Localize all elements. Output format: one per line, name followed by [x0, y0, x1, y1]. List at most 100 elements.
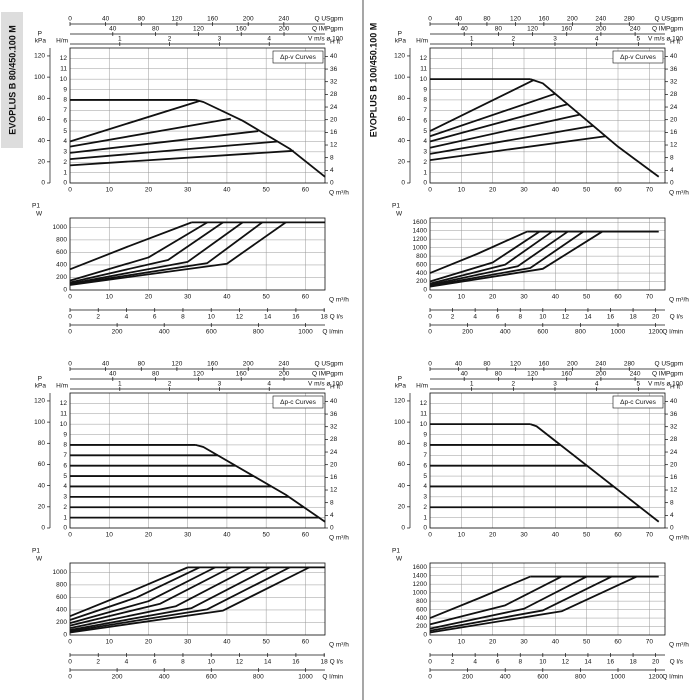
extra-tick-label: 3	[218, 36, 222, 43]
y-tick-label: 800	[56, 582, 67, 589]
kpa-tick-label: 60	[38, 461, 46, 468]
kpa-tick-label: 80	[398, 95, 406, 102]
y-tick-label: 9	[63, 86, 67, 93]
extra-tick-label: 4	[125, 659, 129, 666]
extra-tick-label: 240	[595, 16, 606, 23]
extra-tick-label: 600	[537, 674, 548, 681]
y-tick-label: 12	[60, 55, 68, 62]
extra-tick-label: 4	[125, 314, 129, 321]
x-tick-label: 60	[614, 639, 622, 646]
extra-tick-label: 200	[279, 371, 290, 378]
y-tick-label: 600	[416, 606, 427, 613]
extra-tick-label: 160	[538, 361, 549, 368]
y-tick-label: 1000	[413, 244, 428, 251]
extra-tick-label: 5	[637, 36, 641, 43]
curve	[69, 221, 244, 285]
extra-tick-label: 14	[584, 659, 592, 666]
curve	[429, 124, 594, 155]
annotation-box	[612, 395, 664, 409]
y-tick-label: 600	[56, 249, 67, 256]
extra-tick-label: 2	[168, 36, 172, 43]
annotation: Δp-c Curves	[620, 399, 657, 406]
curve	[69, 221, 208, 282]
curve	[429, 575, 638, 634]
extra-tick-label: 16	[607, 659, 615, 666]
x-tick-label: 60	[302, 639, 310, 646]
kpa-axis-label: kPa	[35, 38, 47, 45]
extra-tick-label: 0	[68, 16, 72, 23]
y-tick-label: 6	[63, 117, 67, 124]
extra-axis-label: Q l/min	[322, 674, 343, 681]
y-tick-label: 200	[56, 274, 67, 281]
x-tick-label: 30	[520, 294, 528, 301]
x-tick-label: 40	[552, 639, 560, 646]
y2-tick-label: 16	[330, 129, 338, 136]
kpa-tick-label: 20	[398, 159, 406, 166]
extra-axis-label: Q IMPgpm	[652, 26, 683, 33]
extra-tick-label: 200	[462, 329, 473, 336]
x-tick-label: 50	[583, 187, 591, 194]
x-tick-label: 10	[106, 187, 114, 194]
x-axis-label: Q m³/h	[669, 642, 689, 649]
extra-tick-label: 0	[68, 314, 72, 321]
y-tick-label: 3	[423, 494, 427, 501]
y-tick-label: 10	[420, 421, 428, 428]
y2-tick-label: 4	[670, 167, 674, 174]
curve	[195, 99, 326, 178]
extra-tick-label: 120	[510, 361, 521, 368]
y-tick-label: 1	[423, 514, 427, 521]
extra-tick-label: 16	[292, 659, 300, 666]
y2-axis-label: H ft	[330, 39, 340, 46]
y-tick-label: 800	[56, 237, 67, 244]
extra-axis-label: Q l/s	[670, 659, 684, 666]
extra-tick-label: 1000	[298, 674, 313, 681]
curve	[69, 566, 310, 634]
extra-tick-label: 200	[462, 674, 473, 681]
y-tick-label: 0	[423, 632, 427, 639]
extra-tick-label: 160	[207, 361, 218, 368]
y-tick-label: 800	[416, 253, 427, 260]
x-tick-label: 30	[520, 187, 528, 194]
y-tick-label: 4	[423, 138, 427, 145]
y2-axis-label: H ft	[670, 384, 680, 391]
y-tick-label: 5	[423, 473, 427, 480]
extra-tick-label: 6	[153, 659, 157, 666]
y-tick-label: 200	[56, 619, 67, 626]
curve	[429, 230, 541, 283]
curve	[429, 575, 588, 630]
y2-tick-label: 12	[670, 142, 678, 149]
y2-tick-label: 36	[330, 411, 338, 418]
y2-tick-label: 24	[330, 104, 338, 111]
extra-tick-label: 6	[153, 314, 157, 321]
extra-tick-label: 160	[207, 16, 218, 23]
y2-tick-label: 28	[670, 436, 678, 443]
plot-frame	[69, 217, 326, 291]
y-tick-label: 6	[423, 117, 427, 124]
extra-tick-label: 600	[206, 329, 217, 336]
x-tick-label: 20	[145, 532, 153, 539]
curve	[69, 117, 232, 148]
curve	[429, 230, 528, 274]
y-tick-label: 5	[63, 128, 67, 135]
y-tick-label: 1	[63, 169, 67, 176]
y-tick-label: 400	[416, 615, 427, 622]
extra-tick-label: 1	[118, 36, 122, 43]
curve	[69, 149, 294, 167]
extra-tick-label: 240	[630, 371, 641, 378]
x-tick-label: 60	[302, 532, 310, 539]
x-tick-label: 50	[263, 294, 271, 301]
extra-axis-label: V m/s ø 100	[308, 36, 343, 43]
extra-tick-label: 240	[278, 16, 289, 23]
extra-tick-label: 80	[495, 371, 503, 378]
extra-tick-label: 200	[567, 361, 578, 368]
y-tick-label: 7	[63, 452, 67, 459]
extra-tick-label: 240	[278, 361, 289, 368]
extra-axis-label: Q l/s	[330, 659, 344, 666]
y2-tick-label: 8	[670, 154, 674, 161]
kpa-axis-title: P	[398, 31, 402, 38]
extra-tick-label: 200	[595, 371, 606, 378]
annotation: Δp-c Curves	[280, 399, 317, 406]
extra-tick-label: 200	[112, 329, 123, 336]
kpa-tick-label: 20	[38, 159, 46, 166]
y-tick-label: 10	[60, 76, 68, 83]
